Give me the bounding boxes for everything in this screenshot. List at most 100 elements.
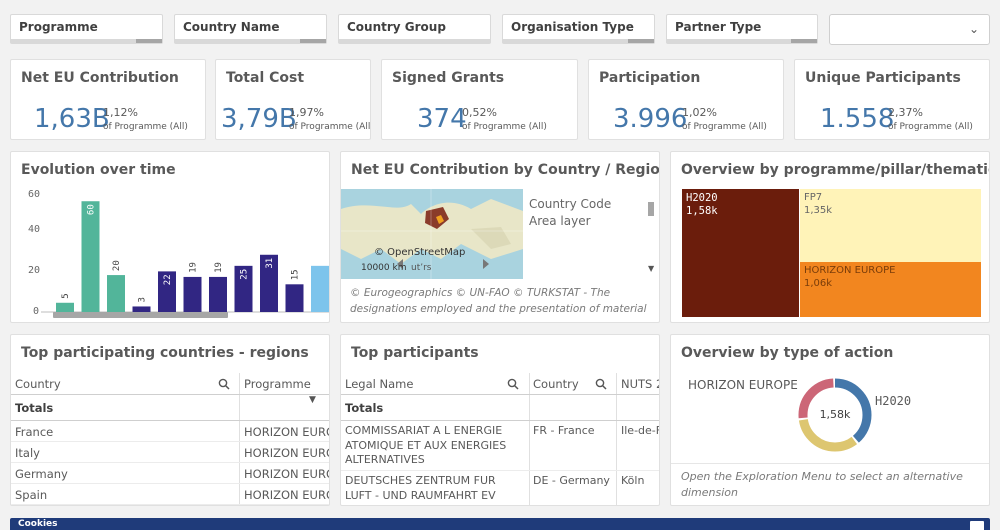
treemap-tile-h2020[interactable]: H2020 1,58k xyxy=(682,189,799,317)
donut-slice-1[interactable] xyxy=(798,378,872,452)
bar-8[interactable] xyxy=(234,265,253,312)
kpi-signed-grants[interactable]: Signed Grants 374 0,52% of Programme (Al… xyxy=(381,59,578,140)
filter-organisation-type[interactable]: Organisation Type xyxy=(502,14,655,44)
map-card[interactable]: Net EU Contribution by Country / Region … xyxy=(340,151,660,323)
countries-table-card[interactable]: Top participating countries - regions Co… xyxy=(10,334,330,506)
kpi-subtitle: of Programme (All) xyxy=(682,122,767,132)
treemap-tile-horizon-europe[interactable]: HORIZON EUROPE 1,06k xyxy=(800,262,981,317)
sort-desc-icon[interactable]: ▼ xyxy=(309,395,316,405)
bar-10[interactable] xyxy=(285,284,304,312)
bar-4[interactable] xyxy=(132,306,151,312)
kpi-percent: 2,37% xyxy=(888,106,923,119)
kpi-unique-participants[interactable]: Unique Participants 1.558 2,37% of Progr… xyxy=(794,59,990,140)
column-header-country[interactable]: Country xyxy=(15,377,61,391)
banner-close-button[interactable] xyxy=(970,521,984,530)
filter-selection-bar xyxy=(11,39,162,43)
kpi-value: 3,79B xyxy=(221,104,297,134)
country-cell: DE - Germany xyxy=(533,474,610,487)
column-header-nuts2[interactable]: NUTS 2 xyxy=(621,377,660,391)
column-header-country[interactable]: Country xyxy=(533,377,579,391)
legend-scrollbar[interactable] xyxy=(648,202,654,216)
kpi-participation[interactable]: Participation 3.996 1,02% of Programme (… xyxy=(588,59,784,140)
donut-slice-3[interactable] xyxy=(798,378,872,452)
bar-data-label: 22 xyxy=(163,274,173,285)
kpi-title: Participation xyxy=(599,70,701,86)
map-view[interactable] xyxy=(341,189,523,279)
filter-label: Programme xyxy=(19,20,98,34)
kpi-subtitle: of Programme (All) xyxy=(103,122,188,132)
table-header-row: Legal Name Country NUTS 2 xyxy=(341,373,659,395)
bar-3[interactable] xyxy=(107,275,125,312)
totals-label: Totals xyxy=(15,401,54,415)
donut-chart[interactable] xyxy=(795,375,875,455)
country-cell: Italy xyxy=(15,446,40,460)
table-header-row: Country Programme xyxy=(11,373,329,395)
bottom-banner[interactable]: Cookies xyxy=(10,518,990,530)
bar-6[interactable] xyxy=(183,276,202,312)
evolution-chart-card[interactable]: Evolution over time 60 40 20 0 5 60 20 3 22 1… xyxy=(10,151,330,323)
filter-partner-type[interactable]: Partner Type xyxy=(666,14,818,44)
kpi-value: 1,63B xyxy=(34,104,110,134)
column-header-legal-name[interactable]: Legal Name xyxy=(345,377,414,391)
filter-label: Country Name xyxy=(183,20,280,34)
nuts-cell: Ile-de-F xyxy=(621,424,660,437)
table-row[interactable]: DEUTSCHES ZENTRUM FUR LUFT - UND RAUMFAH… xyxy=(341,471,659,505)
donut-footer-divider xyxy=(671,463,989,464)
search-icon[interactable] xyxy=(595,378,607,390)
column-header-programme[interactable]: Programme xyxy=(244,377,311,391)
filter-label: Partner Type xyxy=(675,20,762,34)
programme-cell: HORIZON EURO xyxy=(244,467,330,481)
tile-label: FP7 xyxy=(804,192,823,203)
bar-7[interactable] xyxy=(209,276,227,312)
filter-selection-bar xyxy=(503,39,654,43)
bar-11[interactable] xyxy=(311,265,329,312)
search-icon[interactable] xyxy=(507,378,519,390)
table-row[interactable]: COMMISSARIAT A L ENERGIE ATOMIQUE ET AUX… xyxy=(341,421,659,471)
kpi-title: Signed Grants xyxy=(392,70,505,86)
action-type-card[interactable]: Overview by type of action HORIZON EUROP… xyxy=(670,334,990,506)
donut-center-label: 1,58k xyxy=(819,408,851,421)
banner-label: Cookies xyxy=(18,519,58,529)
totals-row: Totals xyxy=(341,395,659,421)
filter-country-name[interactable]: Country Name xyxy=(174,14,327,44)
evolution-bar-chart[interactable]: 5 60 20 3 22 19 19 25 31 15 xyxy=(41,182,330,322)
table-row[interactable]: Italy HORIZON EURO xyxy=(11,442,329,463)
map-legend: Country Code Area layer xyxy=(529,196,649,276)
map-title: Net EU Contribution by Country / Region xyxy=(351,162,660,178)
kpi-total-cost[interactable]: Total Cost 3,79B 1,97% of Programme (All… xyxy=(215,59,371,140)
kpi-net-eu-contribution[interactable]: Net EU Contribution 1,63B 1,12% of Progr… xyxy=(10,59,206,140)
treemap-card[interactable]: Overview by programme/pillar/thematic pr… xyxy=(670,151,990,323)
treemap-tile-fp7[interactable]: FP7 1,35k xyxy=(800,189,981,262)
filter-selection-bar xyxy=(667,39,817,43)
kpi-percent: 1,12% xyxy=(103,106,138,119)
donut-title: Overview by type of action xyxy=(681,345,894,361)
column-separator xyxy=(239,373,240,505)
filter-label: Organisation Type xyxy=(511,20,634,34)
donut-slice-2[interactable] xyxy=(798,378,872,452)
programme-cell: HORIZON EURO xyxy=(244,488,330,502)
extra-filter-dropdown[interactable]: ⌄ xyxy=(829,14,990,45)
table-row[interactable]: Spain HORIZON EURO xyxy=(11,484,329,505)
participants-table-card[interactable]: Top participants Legal Name Country NUTS… xyxy=(340,334,660,506)
bar-9[interactable] xyxy=(260,254,278,312)
bar-1[interactable] xyxy=(56,302,74,312)
y-tick-label: 20 xyxy=(28,265,41,276)
table-row[interactable]: Germany HORIZON EURO xyxy=(11,463,329,484)
chart-scrollbar[interactable] xyxy=(53,312,228,318)
table-row[interactable]: France HORIZON EURO xyxy=(11,421,329,442)
bar-data-label: 19 xyxy=(214,262,224,273)
bar-data-label: 25 xyxy=(240,269,250,280)
filter-programme[interactable]: Programme xyxy=(10,14,163,44)
table-title: Top participating countries - regions xyxy=(21,345,309,361)
donut-label-left: HORIZON EUROPE xyxy=(688,378,798,392)
scroll-down-icon[interactable]: ▼ xyxy=(648,264,655,273)
bar-2[interactable] xyxy=(81,201,100,312)
bar-5[interactable] xyxy=(158,271,176,312)
treemap-title: Overview by programme/pillar/thematic pr… xyxy=(681,162,990,178)
filter-country-group[interactable]: Country Group xyxy=(338,14,491,44)
bar-data-label: 3 xyxy=(138,297,148,302)
search-icon[interactable] xyxy=(218,378,230,390)
kpi-title: Unique Participants xyxy=(805,70,961,86)
kpi-subtitle: of Programme (All) xyxy=(888,122,973,132)
kpi-value: 3.996 xyxy=(613,104,688,134)
